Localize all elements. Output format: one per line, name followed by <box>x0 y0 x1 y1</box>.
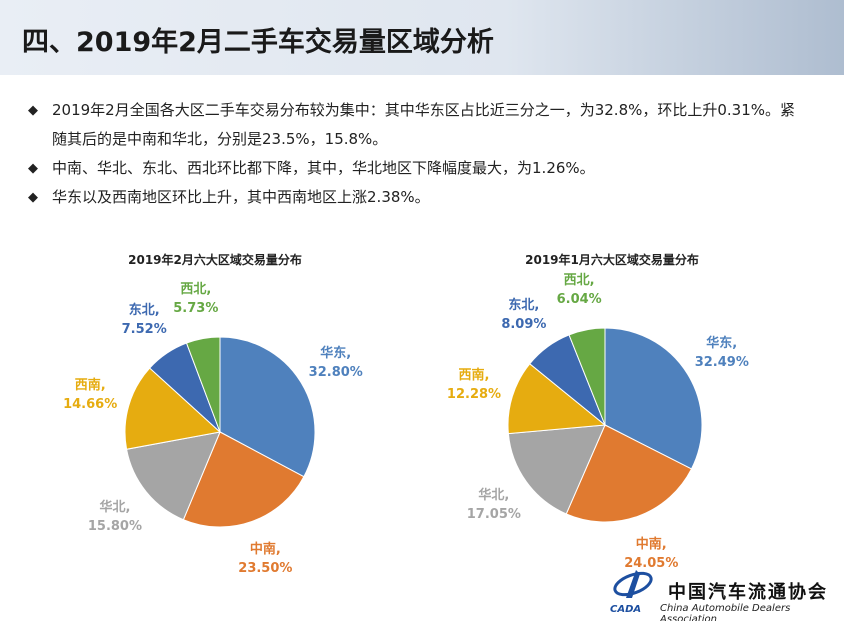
pie-slice <box>565 424 693 523</box>
data-label: 华北, 15.80% <box>87 499 143 534</box>
data-label: 西北, 6.04% <box>556 273 602 308</box>
logo-name: 中国汽车流通协会 <box>668 582 828 603</box>
bullet: 2019年2月全国各大区二手车交易分布较为集中：其中华东区占比近三分之一，为32… <box>28 96 808 154</box>
data-label: 西南, 12.28% <box>446 367 502 402</box>
pie-slice <box>219 336 316 478</box>
logo-english: China Automobile Dealers Association <box>660 603 791 621</box>
pie-slice <box>604 327 703 470</box>
data-label: 华北, 17.05% <box>466 488 521 523</box>
chart-title: 2019年1月六大区域交易量分布 <box>525 252 699 267</box>
data-label: 中南, 24.05% <box>624 536 679 571</box>
pie-slice <box>568 327 606 426</box>
pie-slice <box>124 367 222 450</box>
data-label: 中南, 23.50% <box>238 542 293 577</box>
pie-slice <box>182 431 305 528</box>
bullet: 华东以及西南地区环比上升，其中西南地区上涨2.38%。 <box>28 183 808 212</box>
data-label: 西南, 14.66% <box>63 377 118 412</box>
bullet-list: 2019年2月全国各大区二手车交易分布较为集中：其中华东区占比近三分之一，为32… <box>28 96 808 212</box>
bullet: 中南、华北、东北、西北环比都下降，其中，华北地区下降幅度最大，为1.26%。 <box>28 154 808 183</box>
logo-mark <box>613 570 653 598</box>
data-label: 东北, 8.09% <box>501 297 547 332</box>
pie-slice <box>507 424 606 515</box>
chart-title: 2019年2月六大区域交易量分布 <box>128 252 302 267</box>
data-label: 华东, 32.49% <box>694 336 749 371</box>
banner <box>0 0 844 75</box>
data-label: 东北, 7.52% <box>121 303 167 338</box>
data-label: 西北, 5.73% <box>173 282 219 317</box>
data-label: 华东, 32.80% <box>308 345 363 380</box>
slide-title: 四、2019年2月二手车交易量区域分析 <box>22 27 494 58</box>
pie-slice <box>125 431 221 521</box>
logo-abbr: CADA <box>610 604 642 615</box>
pie-slice <box>507 363 607 435</box>
pie-slice <box>185 336 221 433</box>
